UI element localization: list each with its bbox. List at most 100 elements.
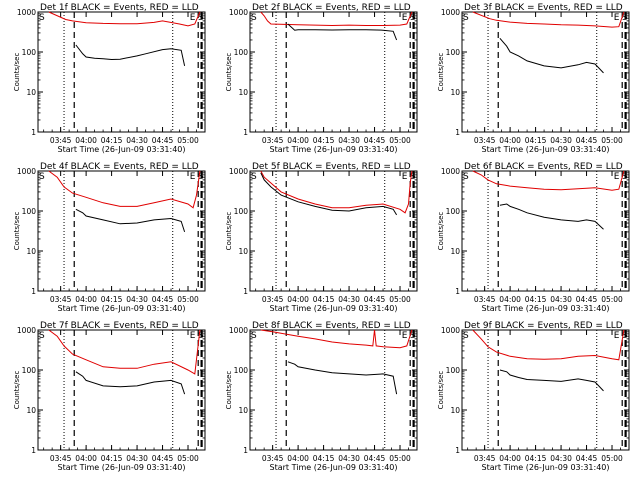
y-tick-label: 1 <box>455 287 460 296</box>
end-marker: E <box>402 172 408 182</box>
events-series-line <box>260 172 398 216</box>
start-marker-right: S <box>198 331 204 341</box>
x-axis-label: Start Time (26-Jun-09 03:31:40) <box>58 145 186 154</box>
detector-panel-9: Det 9f BLACK = Events, RED = LLD 1 10 100 10… <box>437 321 630 472</box>
events-series-line <box>287 361 398 395</box>
x-tick-label: 04:15 <box>101 454 123 463</box>
detector-panel-2: Det 2f BLACK = Events, RED = LLD 1 10 100 10… <box>225 3 418 154</box>
x-tick-label: 04:45 <box>152 454 174 463</box>
x-tick-label: 03:45 <box>474 295 496 304</box>
y-axis-label: Counts/sec <box>225 53 233 92</box>
x-tick-label: 05:00 <box>389 454 411 463</box>
x-tick-label: 05:00 <box>177 136 199 145</box>
x-tick-label: 04:30 <box>550 454 572 463</box>
x-tick-label: 04:00 <box>75 136 97 145</box>
y-tick-label: 1 <box>243 128 248 137</box>
start-marker: S <box>251 331 257 341</box>
y-tick-label: 100 <box>22 207 37 216</box>
x-tick-label: 04:00 <box>499 454 521 463</box>
y-tick-label: 1000 <box>441 326 460 335</box>
plot-frame <box>461 170 630 292</box>
lld-series-line <box>472 170 625 191</box>
x-tick-label: 05:00 <box>601 454 623 463</box>
y-axis-label: Counts/sec <box>437 212 445 251</box>
y-tick-label: 10 <box>238 406 248 415</box>
detector-panel-7: Det 7f BLACK = Events, RED = LLD 1 10 100 10… <box>13 321 206 472</box>
start-marker-right: S <box>622 172 628 182</box>
lld-series-line <box>260 329 413 349</box>
end-marker: E <box>190 172 196 182</box>
x-tick-label: 03:45 <box>262 454 284 463</box>
panel-title: Det 1f BLACK = Events, RED = LLD <box>40 3 199 13</box>
end-marker: E <box>190 13 196 23</box>
y-axis-label: Counts/sec <box>13 53 21 92</box>
y-tick-label: 1 <box>31 128 36 137</box>
x-tick-label: 04:15 <box>313 295 335 304</box>
end-marker: E <box>402 331 408 341</box>
y-tick-label: 1000 <box>17 8 36 17</box>
y-tick-label: 1000 <box>229 167 248 176</box>
x-axis-label: Start Time (26-Jun-09 03:31:40) <box>58 304 186 313</box>
end-marker: E <box>614 13 620 23</box>
detector-panel-6: Det 6f BLACK = Events, RED = LLD 1 10 100 10… <box>437 162 630 313</box>
x-tick-label: 04:00 <box>499 136 521 145</box>
y-tick-label: 100 <box>446 366 461 375</box>
end-marker: E <box>402 13 408 23</box>
x-tick-label: 04:30 <box>126 295 148 304</box>
start-marker-right: S <box>410 331 416 341</box>
y-tick-label: 100 <box>234 48 249 57</box>
events-series-line <box>499 203 604 230</box>
x-tick-label: 04:45 <box>152 295 174 304</box>
x-tick-label: 03:45 <box>50 136 72 145</box>
y-tick-label: 1 <box>455 446 460 455</box>
x-axis-label: Start Time (26-Jun-09 03:31:40) <box>58 463 186 472</box>
y-tick-label: 100 <box>234 207 249 216</box>
x-tick-label: 05:00 <box>601 136 623 145</box>
x-tick-label: 05:00 <box>389 136 411 145</box>
x-tick-label: 03:45 <box>474 136 496 145</box>
detector-panel-4: Det 4f BLACK = Events, RED = LLD 1 10 100 10… <box>13 162 206 313</box>
end-marker: E <box>614 172 620 182</box>
y-axis-label: Counts/sec <box>225 212 233 251</box>
plot-frame <box>37 329 206 451</box>
events-series-line <box>499 369 604 392</box>
x-tick-label: 04:45 <box>364 295 386 304</box>
events-series-line <box>75 371 186 395</box>
x-axis-label: Start Time (26-Jun-09 03:31:40) <box>482 145 610 154</box>
x-tick-label: 04:30 <box>550 136 572 145</box>
panel-title: Det 5f BLACK = Events, RED = LLD <box>252 162 411 172</box>
plot-frame <box>461 11 630 133</box>
x-tick-label: 04:30 <box>338 136 360 145</box>
events-series-line <box>75 208 186 233</box>
start-marker: S <box>463 172 469 182</box>
start-marker-right: S <box>198 172 204 182</box>
panel-title: Det 4f BLACK = Events, RED = LLD <box>40 162 199 172</box>
lld-series-line <box>260 11 413 27</box>
x-tick-label: 04:30 <box>550 295 572 304</box>
y-tick-label: 100 <box>446 207 461 216</box>
panel-title: Det 6f BLACK = Events, RED = LLD <box>464 162 623 172</box>
plot-frame <box>249 11 418 133</box>
start-marker: S <box>463 13 469 23</box>
x-tick-label: 03:45 <box>474 454 496 463</box>
end-marker: E <box>614 331 620 341</box>
plot-frame <box>461 329 630 451</box>
lld-series-line <box>472 11 625 28</box>
x-tick-label: 04:15 <box>525 454 547 463</box>
plot-frame <box>37 170 206 292</box>
start-marker: S <box>39 172 45 182</box>
x-tick-label: 03:45 <box>262 136 284 145</box>
events-series-line <box>287 23 398 41</box>
y-axis-label: Counts/sec <box>13 212 21 251</box>
panel-title: Det 7f BLACK = Events, RED = LLD <box>40 321 199 331</box>
end-marker: E <box>190 331 196 341</box>
plot-frame <box>249 329 418 451</box>
detector-panel-3: Det 3f BLACK = Events, RED = LLD 1 10 100 10… <box>437 3 630 154</box>
y-axis-label: Counts/sec <box>225 371 233 410</box>
y-tick-label: 1000 <box>17 167 36 176</box>
x-axis-label: Start Time (26-Jun-09 03:31:40) <box>270 463 398 472</box>
x-tick-label: 04:00 <box>75 295 97 304</box>
x-tick-label: 04:00 <box>287 136 309 145</box>
y-tick-label: 100 <box>234 366 249 375</box>
